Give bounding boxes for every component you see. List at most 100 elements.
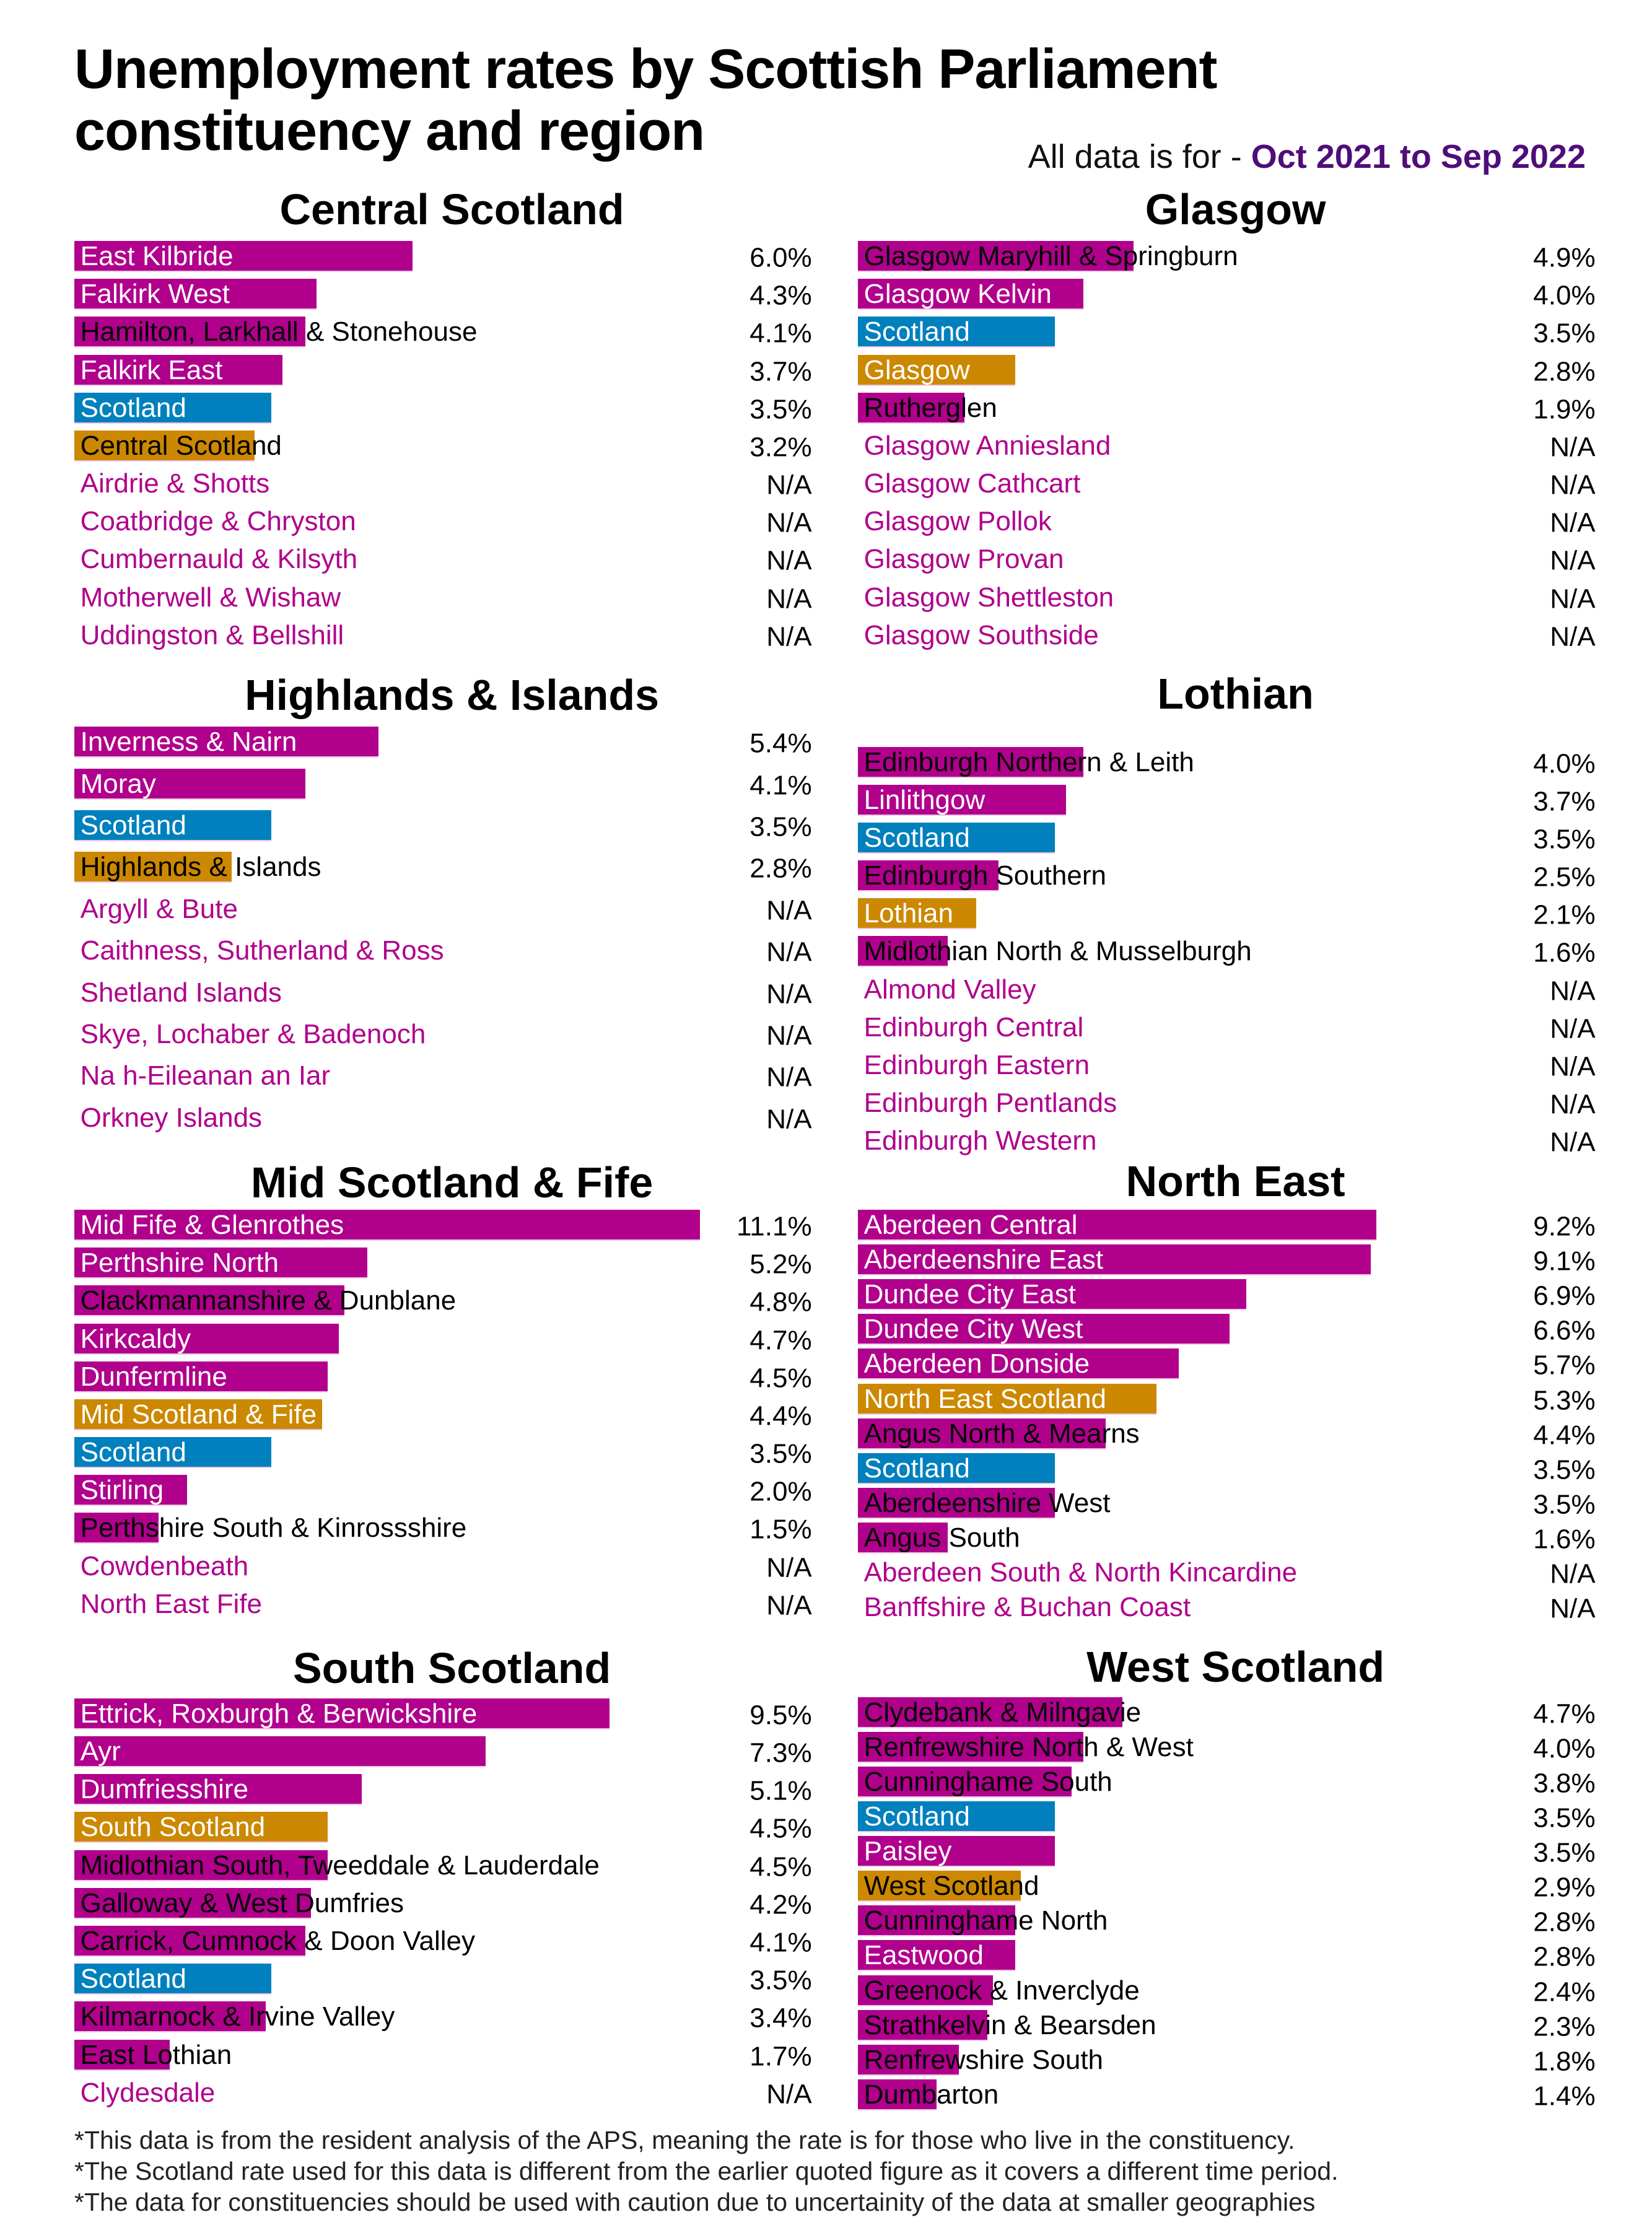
- bar-row: Kirkcaldy 4.7%: [74, 1323, 812, 1355]
- bar: [74, 1285, 345, 1317]
- value-label: N/A: [1550, 1593, 1596, 1624]
- bar-label: Clackmannanshire & Dunblane: [80, 1285, 457, 1316]
- bar-label: Midlothian South, Tweeddale & Lauderdale: [80, 1850, 600, 1881]
- bar-row: Airdrie & Shotts N/A: [74, 468, 812, 500]
- value-label: N/A: [1550, 1558, 1596, 1589]
- bar-row: Glasgow Maryhill & Springburn 4.9%: [857, 241, 1596, 273]
- bar: [857, 1975, 993, 2006]
- bar-label: Rutherglen: [863, 392, 997, 423]
- bar: [857, 1348, 1179, 1380]
- bar: [857, 1871, 1021, 1902]
- bar: [857, 354, 1016, 386]
- bar-label: Glasgow Provan: [863, 544, 1064, 575]
- bar: [74, 1925, 305, 1957]
- bar-label: Caithness, Sutherland & Ross: [80, 935, 444, 966]
- bar-label: Cunninghame South: [863, 1766, 1112, 1797]
- value-label: N/A: [1550, 545, 1596, 576]
- value-label: 1.9%: [1533, 394, 1596, 425]
- value-label: 3.5%: [1533, 318, 1596, 349]
- bar-row: Angus South 1.6%: [857, 1523, 1596, 1555]
- value-label: 5.4%: [750, 728, 812, 759]
- bar: [74, 1323, 339, 1355]
- value-label: 1.8%: [1533, 2046, 1596, 2077]
- bar-label: Edinburgh Northern & Leith: [863, 746, 1194, 777]
- bar-label: Angus North & Mearns: [863, 1418, 1140, 1449]
- bar: [74, 392, 272, 424]
- bar-label: Glasgow Cathcart: [863, 468, 1081, 499]
- bar-label: Kilmarnock & Irvine Valley: [80, 2001, 395, 2032]
- bar-label: Glasgow Anniesland: [863, 430, 1111, 461]
- bar-label: Clydebank & Milngavie: [863, 1697, 1142, 1728]
- bar-label: Edinburgh Southern: [863, 860, 1106, 891]
- bar-row: Scotland 3.5%: [857, 1801, 1596, 1833]
- bar: [74, 2039, 170, 2071]
- bar: [857, 1523, 948, 1554]
- bar-row: Dunfermline 4.5%: [74, 1361, 812, 1393]
- value-label: N/A: [1550, 976, 1596, 1007]
- bar-label: Aberdeen Donside: [863, 1348, 1090, 1379]
- bar-label: Inverness & Nairn: [80, 727, 297, 758]
- value-label: 9.5%: [750, 1700, 812, 1731]
- bar-row: Uddingston & Bellshill N/A: [74, 620, 812, 652]
- bar-label: Edinburgh Central: [863, 1012, 1084, 1042]
- bar-row: Edinburgh Southern 2.5%: [857, 860, 1596, 893]
- bar: [74, 1210, 700, 1241]
- bar-row: Highlands & Islands 2.8%: [74, 852, 812, 884]
- bar-label: Scotland: [863, 317, 970, 347]
- bar: [857, 784, 1067, 816]
- bar: [74, 354, 283, 386]
- bar-row: Cunninghame South 3.8%: [857, 1766, 1596, 1798]
- bar-label: Scotland: [80, 392, 186, 423]
- bar-label: Moray: [80, 768, 156, 799]
- bar-row: Ayr 7.3%: [74, 1736, 812, 1768]
- bar: [857, 1418, 1106, 1449]
- bar-row: Cunninghame North 2.8%: [857, 1905, 1596, 1938]
- value-label: N/A: [766, 1104, 812, 1135]
- value-label: 9.2%: [1533, 1211, 1596, 1242]
- bar-row: Aberdeenshire West 3.5%: [857, 1487, 1596, 1519]
- value-label: 6.0%: [750, 242, 812, 273]
- value-label: 4.2%: [750, 1889, 812, 1920]
- bar-label: Mid Scotland & Fife: [80, 1399, 317, 1430]
- value-label: N/A: [1550, 1013, 1596, 1044]
- bar-row: Aberdeenshire East 9.1%: [857, 1244, 1596, 1277]
- bar-label: Falkirk East: [80, 354, 223, 385]
- bar: [857, 1801, 1055, 1832]
- bar-label: Glasgow: [863, 354, 970, 385]
- bar-label: Highlands & Islands: [80, 852, 321, 883]
- bar-row: East Kilbride 6.0%: [74, 241, 812, 273]
- bar: [74, 317, 305, 348]
- bar-label: Glasgow Pollok: [863, 506, 1052, 537]
- value-label: 1.5%: [750, 1514, 812, 1545]
- bar-row: Scotland 3.5%: [857, 822, 1596, 854]
- value-label: 2.4%: [1533, 1977, 1596, 2008]
- bar-label: Coatbridge & Chryston: [80, 506, 356, 537]
- bar-label: Aberdeen South & North Kincardine: [863, 1557, 1298, 1588]
- bar: [74, 1698, 610, 1729]
- value-label: 3.2%: [750, 432, 812, 463]
- bar-row: Midlothian North & Musselburgh 1.6%: [857, 936, 1596, 968]
- value-label: N/A: [766, 583, 812, 614]
- bar-row: Carrick, Cumnock & Doon Valley 4.1%: [74, 1925, 812, 1957]
- section-title: Glasgow: [1145, 185, 1326, 234]
- bar-row: Scotland 3.5%: [74, 1437, 812, 1469]
- bar-row: Argyll & Bute N/A: [74, 894, 812, 926]
- bar-row: Midlothian South, Tweeddale & Lauderdale…: [74, 1850, 812, 1882]
- bar: [857, 1383, 1156, 1415]
- value-label: 5.3%: [1533, 1385, 1596, 1416]
- bar-label: Ayr: [80, 1736, 121, 1767]
- bar: [857, 1314, 1230, 1345]
- bar-row: Glasgow Southside N/A: [858, 620, 1596, 652]
- footer-note-2: *The Scotland rate used for this data is…: [74, 2157, 1339, 2185]
- value-label: N/A: [766, 937, 812, 968]
- bar-row: Perthshire South & Kinrossshire 1.5%: [74, 1513, 812, 1545]
- bar-label: Shetland Islands: [80, 977, 282, 1008]
- bar: [857, 1487, 1055, 1519]
- bar: [857, 279, 1083, 310]
- bar-label: Greenock & Inverclyde: [863, 1975, 1140, 2006]
- value-label: N/A: [766, 1062, 812, 1093]
- bar-row: Eastwood 2.8%: [857, 1940, 1596, 1972]
- value-label: 4.0%: [1533, 280, 1596, 311]
- bar-label: Eastwood: [863, 1940, 984, 1971]
- value-label: N/A: [1550, 621, 1596, 652]
